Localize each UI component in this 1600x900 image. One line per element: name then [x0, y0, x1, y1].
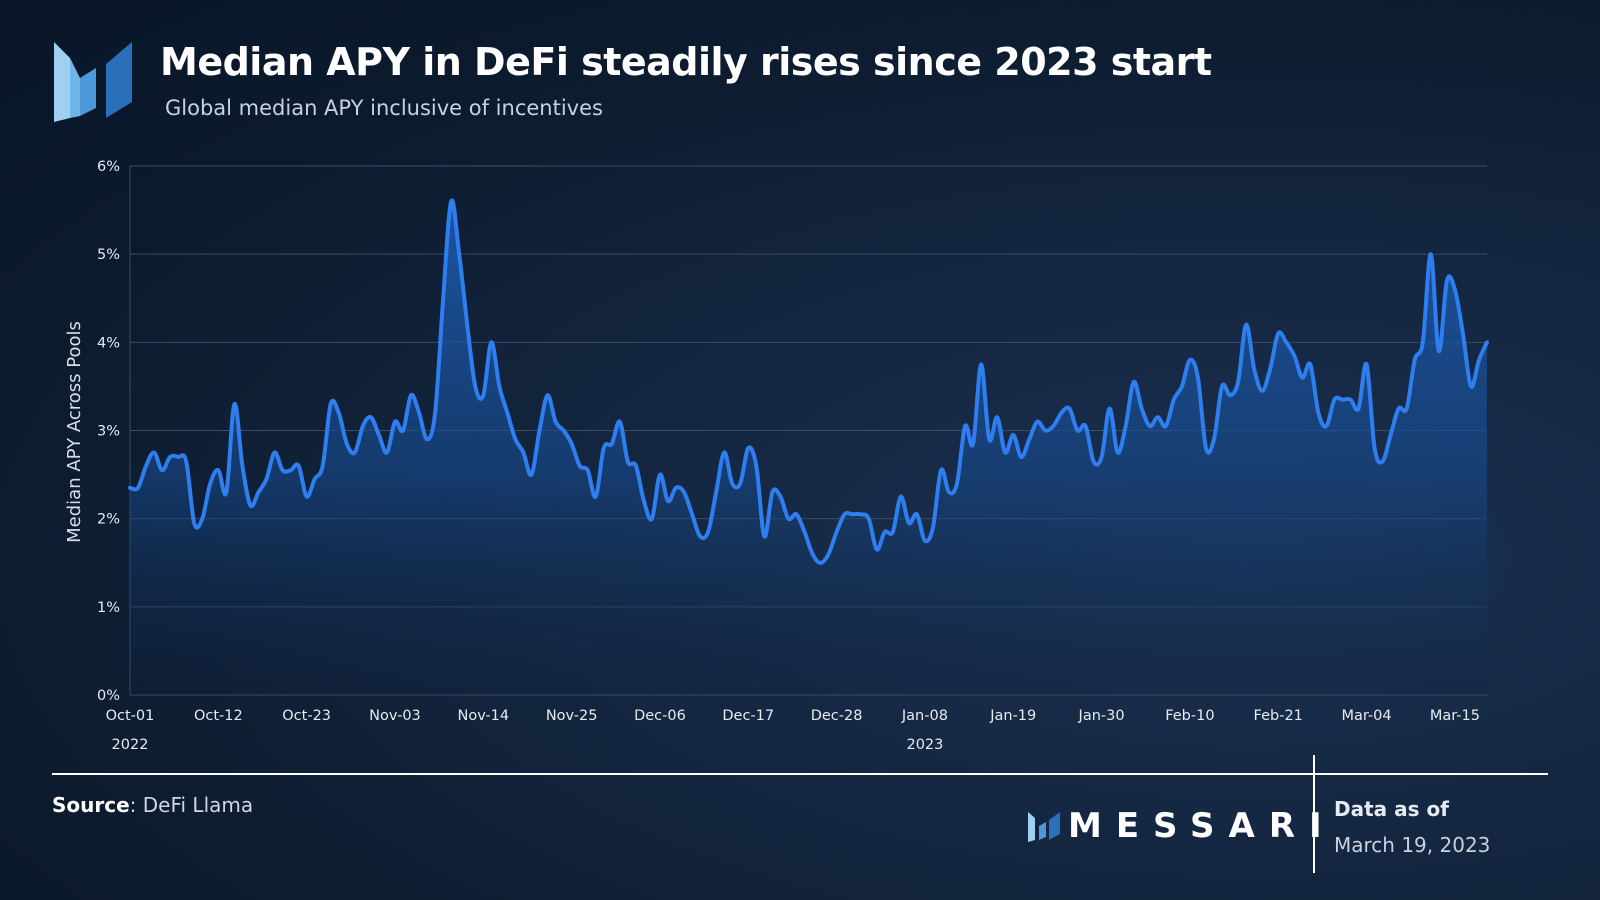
source-value: : DeFi Llama — [129, 793, 254, 817]
x-tick-label: Dec-28 — [811, 708, 863, 724]
x-tick-label: Nov-03 — [369, 708, 421, 724]
y-tick-label: 2% — [97, 512, 120, 528]
x-tick-label: Jan-30 — [1078, 708, 1125, 724]
x-tick-year-label: 2023 — [906, 737, 943, 753]
x-tick-year-label: 2022 — [112, 737, 149, 753]
data-as-of-date: March 19, 2023 — [1334, 833, 1491, 857]
x-tick-label: Jan-19 — [989, 708, 1036, 724]
x-tick-label: Dec-06 — [634, 708, 686, 724]
source-note: Source: DeFi Llama — [52, 793, 253, 817]
brand-wordmark: MESSARI — [1068, 806, 1336, 846]
y-tick-label: 0% — [97, 688, 120, 704]
footer-divider — [52, 773, 1548, 775]
y-tick-label: 3% — [97, 424, 120, 440]
y-tick-label: 5% — [97, 247, 120, 263]
x-tick-label: Oct-23 — [282, 708, 331, 724]
chart-subtitle: Global median APY inclusive of incentive… — [165, 96, 603, 120]
messari-brand-icon — [1028, 812, 1060, 842]
chart-title: Median APY in DeFi steadily rises since … — [160, 40, 1212, 84]
x-tick-label: Nov-14 — [458, 708, 510, 724]
x-tick-label: Mar-15 — [1430, 708, 1480, 724]
y-tick-label: 1% — [97, 600, 120, 616]
apy-area-fill — [130, 200, 1487, 695]
y-axis-title: Median APY Across Pools — [64, 321, 85, 543]
x-tick-label: Feb-21 — [1254, 708, 1303, 724]
footer-separator — [1313, 755, 1315, 873]
x-tick-label: Jan-08 — [901, 708, 948, 724]
x-tick-label: Feb-10 — [1165, 708, 1214, 724]
messari-logo-icon — [54, 42, 132, 122]
data-as-of-label: Data as of — [1334, 797, 1449, 821]
x-tick-label: Nov-25 — [546, 708, 598, 724]
x-tick-label: Mar-04 — [1341, 708, 1391, 724]
apy-area-chart: 0% 1% 2% 3% 4% 5% 6% Oct-01 2022 Oct-12 Oct-23 Nov… — [64, 159, 1489, 753]
x-tick-label: Oct-01 — [106, 708, 155, 724]
source-label: Source — [52, 793, 130, 817]
apy-series-line — [128, 198, 1489, 565]
y-tick-label: 6% — [97, 159, 120, 175]
y-tick-label: 4% — [97, 335, 120, 351]
x-tick-label: Dec-17 — [722, 708, 774, 724]
x-tick-label: Oct-12 — [194, 708, 243, 724]
